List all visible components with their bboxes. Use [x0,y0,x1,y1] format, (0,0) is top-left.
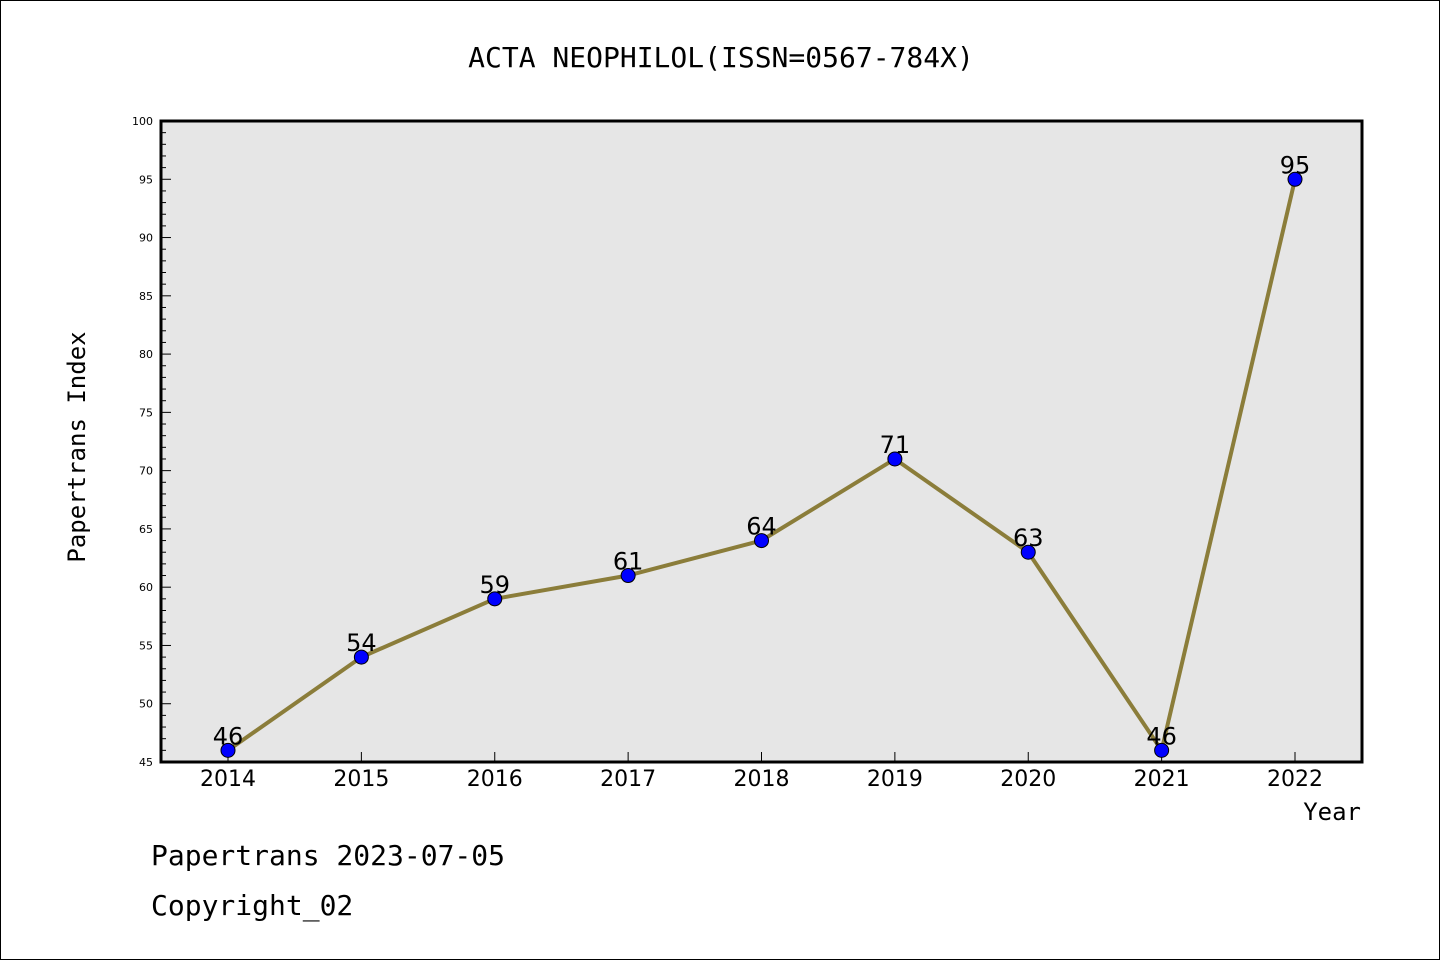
x-axis: 2014 2015 2016 2017 2018 2019 2020 2021 2022 [200,752,1323,792]
footer-date: Papertrans 2023-07-05 [151,839,505,872]
series-group [220,171,1303,758]
y-tick-label: 65 [139,523,153,536]
x-tick-label: 2019 [867,767,923,792]
data-label: 46 [213,722,244,750]
y-tick-label: 90 [139,232,153,245]
data-point [353,649,369,665]
data-point [887,451,903,467]
x-tick-label: 2016 [467,767,523,792]
y-tick-label: 85 [139,290,153,303]
y-tick-label: 50 [139,698,153,711]
y-axis-title: Papertrans Index [63,331,91,562]
data-label: 63 [1013,524,1044,552]
y-tick-label: 100 [132,115,153,128]
data-label: 54 [346,629,377,657]
x-axis-title: Year [1303,798,1361,826]
y-tick-label: 60 [139,581,153,594]
y-axis: 45 50 55 60 65 70 75 80 85 90 95 100 [132,115,171,769]
x-tick-label: 2018 [734,767,790,792]
data-point [620,568,636,584]
data-point [1287,171,1303,187]
x-tick-label: 2014 [200,767,256,792]
y-tick-label: 55 [139,639,153,652]
data-labels: 46 54 59 61 64 71 63 46 95 [213,151,1311,750]
data-label: 59 [479,571,510,599]
data-label: 46 [1146,722,1177,750]
x-tick-label: 2017 [600,767,656,792]
y-tick-label: 70 [139,465,153,478]
data-point [487,591,503,607]
x-tick-label: 2020 [1000,767,1056,792]
data-label: 95 [1280,151,1311,179]
data-label: 71 [880,431,911,459]
data-point [1020,544,1036,560]
y-tick-label: 80 [139,348,153,361]
x-tick-label: 2022 [1267,767,1323,792]
y-tick-label: 45 [139,756,153,769]
data-point [220,742,236,758]
data-label: 64 [746,513,777,541]
x-tick-label: 2015 [333,767,389,792]
x-tick-label: 2021 [1134,767,1190,792]
chart-title: ACTA NEOPHILOL(ISSN=0567-784X) [468,41,974,74]
footer-copyright: Copyright_02 [151,889,353,923]
y-tick-label: 95 [139,173,153,186]
data-label: 61 [613,548,644,576]
data-point [754,533,769,549]
y-tick-label: 75 [139,406,153,419]
data-point [1154,742,1170,758]
